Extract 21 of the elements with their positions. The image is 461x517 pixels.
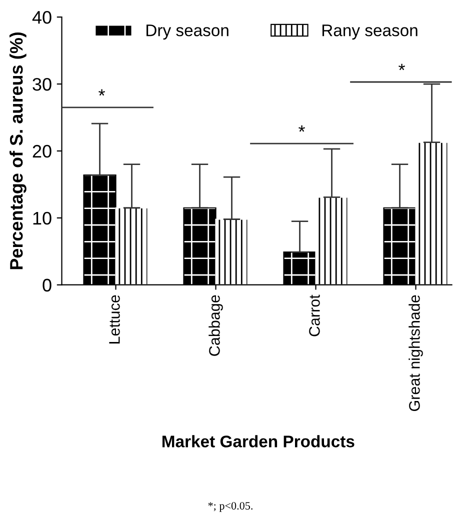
x-tick-label: Lettuce <box>109 295 120 344</box>
text: *; p<0.05. <box>208 502 252 512</box>
bar <box>115 207 148 285</box>
legend-label: Dry season <box>146 24 228 40</box>
y-tick-label: 30 <box>32 78 52 91</box>
y-tick-label: 40 <box>32 10 52 24</box>
y-tick-label: 10 <box>33 212 52 225</box>
bar <box>215 218 248 285</box>
annotation: * <box>298 125 306 132</box>
x-tick-label: Carrot <box>309 294 320 336</box>
annotation: * <box>398 64 406 70</box>
x-tick-label: Great nightshade <box>408 295 423 412</box>
y-tick-label: 20 <box>32 144 52 158</box>
annotation: * <box>98 89 106 96</box>
bar <box>415 142 448 285</box>
y-axis-title: Percentage of S. aureus (%) <box>10 32 26 270</box>
bar <box>315 196 348 285</box>
x-tick-label: Cabbage <box>208 295 223 356</box>
x-axis-title: Market Garden Products <box>162 435 354 448</box>
y-tick-label: 0 <box>42 278 52 292</box>
legend-label: Rany season <box>322 24 418 40</box>
